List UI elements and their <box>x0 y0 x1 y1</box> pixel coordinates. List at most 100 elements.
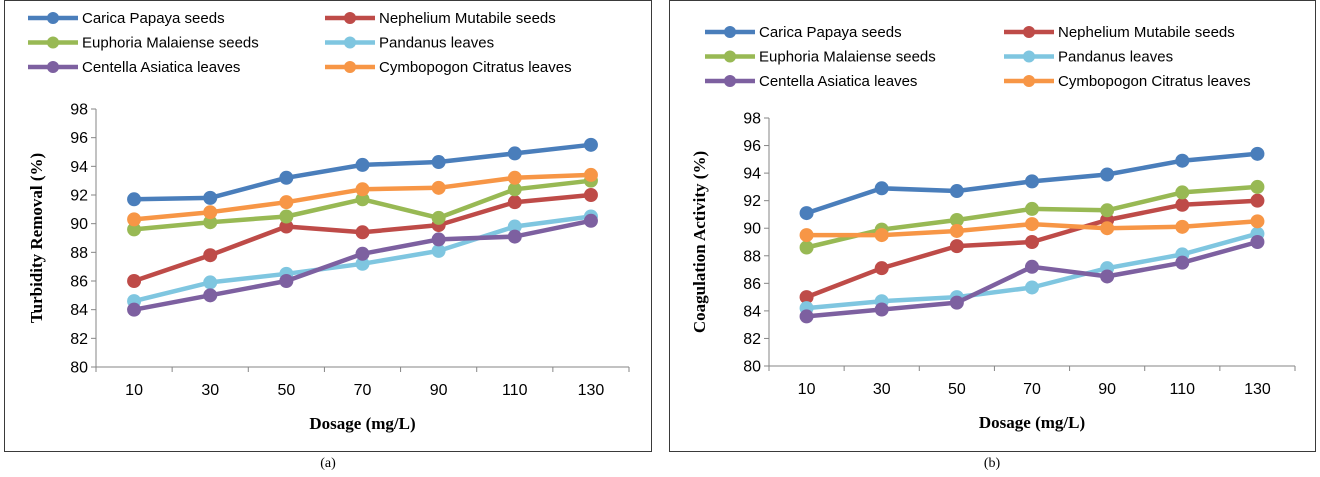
a-point-4-0 <box>127 302 142 317</box>
a-y-tick-label-4: 88 <box>70 245 88 262</box>
b-point-4-5 <box>1175 255 1190 270</box>
a-point-3-4 <box>431 243 446 258</box>
b-legend-label-5: Cymbopogon Citratus leaves <box>1058 73 1251 90</box>
a-x-axis-title: Dosage (mg/L) <box>309 414 415 433</box>
a-point-1-3 <box>355 225 370 240</box>
b-legend-label-2: Euphoria Malaiense seeds <box>759 49 936 66</box>
b-legend-label-4: Centella Asiatica leaves <box>759 73 917 90</box>
a-point-0-6 <box>583 137 598 152</box>
b-point-4-1 <box>874 302 889 317</box>
a-x-tick-label-6: 130 <box>578 382 605 399</box>
b-legend-marker-3 <box>1023 50 1035 63</box>
a-point-5-1 <box>203 205 218 220</box>
b-y-tick-label-3: 86 <box>743 276 761 293</box>
b-x-tick-label-3: 70 <box>1023 381 1041 398</box>
b-x-axis-title: Dosage (mg/L) <box>979 413 1085 432</box>
a-y-tick-label-1: 82 <box>70 331 88 348</box>
b-point-2-0 <box>799 240 814 255</box>
b-point-4-3 <box>1025 259 1039 274</box>
chart-panel-b: Carica Papaya seeds Nephelium Mutabile se… <box>669 0 1316 452</box>
a-point-3-3 <box>355 256 370 271</box>
a-legend-label-5: Cymbopogon Citratus leaves <box>379 59 572 76</box>
b-y-axis-title: Coagulation Activity (%) <box>690 151 709 333</box>
a-point-4-5 <box>507 229 522 244</box>
b-point-3-3 <box>1025 280 1039 295</box>
a-point-0-4 <box>431 155 446 170</box>
b-y-tick-label-8: 96 <box>743 138 761 155</box>
a-legend-label-3: Pandanus leaves <box>379 35 494 52</box>
a-point-0-5 <box>507 146 522 161</box>
a-legend-label-4: Centella Asiatica leaves <box>82 59 240 76</box>
b-point-1-6 <box>1250 193 1265 208</box>
a-point-4-3 <box>355 246 370 261</box>
b-point-5-5 <box>1175 219 1190 234</box>
a-y-tick-label-2: 84 <box>70 302 88 319</box>
a-legend-marker-4 <box>47 61 59 73</box>
a-point-3-5 <box>507 219 522 234</box>
a-y-tick-label-9: 98 <box>70 102 88 119</box>
b-y-tick-label-6: 92 <box>743 193 761 210</box>
a-legend-label-0: Carica Papaya seeds <box>82 10 225 27</box>
a-point-1-5 <box>507 195 522 210</box>
b-legend-label-3: Pandanus leaves <box>1058 49 1173 66</box>
a-point-0-1 <box>203 190 218 205</box>
a-point-4-4 <box>431 232 446 247</box>
b-point-4-6 <box>1250 235 1265 249</box>
b-legend-marker-2 <box>724 50 736 63</box>
b-point-4-2 <box>949 295 964 310</box>
b-point-5-2 <box>949 223 964 238</box>
a-point-5-6 <box>583 167 598 182</box>
a-x-tick-label-4: 90 <box>430 382 448 399</box>
a-point-0-2 <box>279 170 294 185</box>
a-legend-marker-5 <box>344 61 356 73</box>
a-legend-marker-1 <box>344 12 356 24</box>
a-y-tick-label-7: 94 <box>70 159 88 176</box>
b-point-0-4 <box>1100 167 1115 182</box>
b-y-tick-label-7: 94 <box>743 166 761 183</box>
b-point-0-6 <box>1250 146 1265 161</box>
a-x-tick-label-2: 50 <box>277 382 295 399</box>
turbidity-chart: Carica Papaya seeds Nephelium Mutabile se… <box>27 10 630 433</box>
b-x-tick-label-2: 50 <box>948 381 966 398</box>
b-x-tick-label-5: 110 <box>1170 381 1196 398</box>
a-point-5-3 <box>355 182 370 197</box>
b-x-tick-label-4: 90 <box>1098 381 1116 398</box>
b-y-tick-label-1: 82 <box>743 331 761 348</box>
a-legend-label-1: Nephelium Mutabile seeds <box>379 10 556 27</box>
b-point-1-5 <box>1175 197 1190 212</box>
a-point-2-3 <box>355 192 370 207</box>
b-point-4-0 <box>799 309 814 324</box>
b-legend-marker-0 <box>724 26 736 38</box>
a-legend-marker-0 <box>47 12 59 24</box>
b-legend-marker-5 <box>1023 75 1035 87</box>
a-y-tick-label-0: 80 <box>70 360 88 377</box>
b-legend-label-1: Nephelium Mutabile seeds <box>1058 24 1235 41</box>
b-legend-marker-1 <box>1023 26 1035 38</box>
caption-b: (b) <box>983 456 1001 471</box>
b-point-0-0 <box>799 206 814 221</box>
b-x-tick-label-0: 10 <box>798 381 816 398</box>
b-y-tick-label-4: 88 <box>743 248 761 265</box>
b-legend-label-0: Carica Papaya seeds <box>759 24 902 41</box>
b-point-4-4 <box>1100 269 1115 284</box>
b-point-0-3 <box>1025 174 1039 189</box>
b-y-tick-label-0: 80 <box>743 359 761 376</box>
a-point-5-5 <box>507 170 522 185</box>
a-point-2-0 <box>127 222 142 237</box>
chart-panel-a: Carica Papaya seeds Nephelium Mutabile se… <box>4 0 652 452</box>
a-point-4-1 <box>203 288 218 303</box>
a-x-tick-label-1: 30 <box>201 382 219 399</box>
a-x-tick-label-3: 70 <box>354 382 372 399</box>
b-point-5-6 <box>1250 214 1265 229</box>
a-point-2-2 <box>279 209 294 224</box>
a-point-2-1 <box>203 215 218 230</box>
b-point-5-0 <box>799 228 814 243</box>
b-point-5-4 <box>1100 221 1115 236</box>
caption-a: (a) <box>320 456 336 471</box>
b-point-2-4 <box>1100 203 1115 218</box>
a-point-1-1 <box>203 248 218 263</box>
a-y-tick-label-3: 86 <box>70 274 88 291</box>
a-point-5-0 <box>127 212 142 227</box>
b-point-2-2 <box>949 212 964 227</box>
b-point-1-2 <box>949 239 964 254</box>
